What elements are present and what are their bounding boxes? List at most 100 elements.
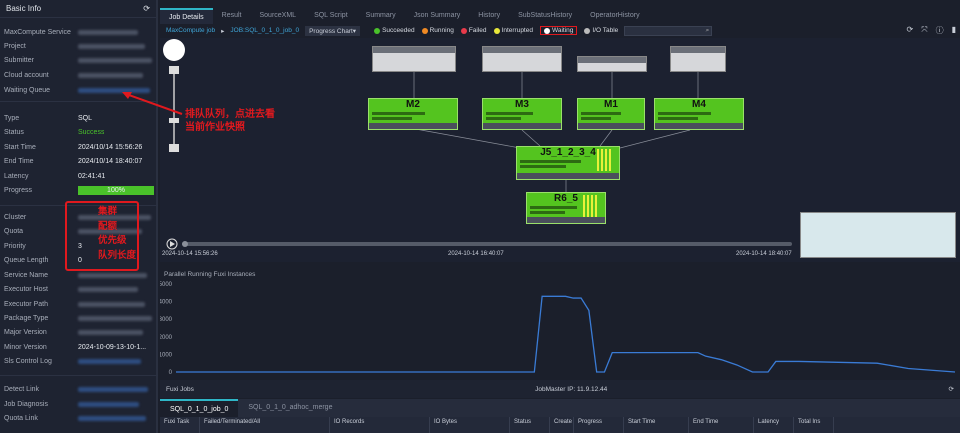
legend-succeeded[interactable]: Succeeded	[374, 26, 415, 35]
column-header[interactable]: Create	[550, 417, 574, 433]
info-label: Quota	[4, 227, 24, 235]
redacted-value	[78, 57, 152, 63]
input-table[interactable]	[482, 46, 562, 72]
y-tick-label: 5000	[160, 282, 173, 288]
column-header[interactable]: IO Records	[330, 417, 430, 433]
progress-chart-dropdown[interactable]: Progress Chart▾	[305, 25, 361, 36]
redacted-value	[78, 228, 142, 234]
tab-sql-script[interactable]: SQL Script	[314, 12, 348, 19]
dag-node-m4[interactable]: M4	[654, 98, 744, 130]
column-header[interactable]: Total Ins	[794, 417, 834, 433]
legend-waiting[interactable]: Waiting	[539, 26, 578, 35]
timeline-slider[interactable]	[182, 242, 792, 246]
panel-icon[interactable]: ▮	[951, 25, 956, 34]
play-button[interactable]	[166, 238, 178, 250]
legend-i-o-table[interactable]: I/O Table	[584, 26, 618, 35]
tab-result[interactable]: Result	[221, 12, 242, 19]
refresh-icon[interactable]: ⟳	[143, 4, 150, 13]
tab-history[interactable]: History	[478, 12, 501, 19]
redacted-value	[78, 72, 143, 78]
tab-job-details[interactable]: Job Details	[160, 8, 213, 24]
minimap[interactable]	[800, 212, 956, 258]
column-header[interactable]: Status	[510, 417, 550, 433]
timeline-mid: 2024-10-14 16:40:07	[448, 251, 504, 257]
info-value: Success	[78, 128, 105, 136]
info-row-job-diagnosis: Job Diagnosis	[4, 398, 154, 410]
info-row-quota-link: Quota Link	[4, 412, 154, 424]
column-header[interactable]: Fuxi Task	[160, 417, 200, 433]
dag-node-m3[interactable]: M3	[482, 98, 562, 130]
search-input[interactable]: ⌕	[624, 25, 713, 36]
input-table[interactable]	[372, 46, 456, 72]
dag-node-j5_1_2_3_4[interactable]: J5_1_2_3_4	[516, 146, 620, 180]
redacted-value[interactable]	[78, 401, 139, 407]
breadcrumb-separator: ▸	[221, 27, 225, 35]
zoom-out-button[interactable]	[169, 144, 179, 152]
info-label: Type	[4, 114, 20, 122]
info-label: Progress	[4, 186, 33, 194]
tab-json-summary[interactable]: Json Summary	[413, 12, 461, 19]
status-dot-icon	[374, 27, 381, 34]
tab-sourcexml[interactable]: SourceXML	[259, 12, 297, 19]
redacted-value[interactable]	[78, 415, 146, 421]
redacted-value[interactable]	[78, 87, 150, 93]
column-header[interactable]: Progress	[574, 417, 624, 433]
node-title: J5_1_2_3_4	[540, 147, 596, 158]
zoom-in-button[interactable]	[169, 66, 179, 74]
node-title: M1	[604, 99, 618, 110]
column-header[interactable]: Failed/Terminated/All	[200, 417, 330, 433]
search-icon[interactable]: ⌕	[705, 26, 710, 34]
fuxi-tabs: SQL_0_1_0_job_0 SQL_0_1_0_adhoc_merge	[160, 399, 960, 417]
column-header[interactable]: Latency	[754, 417, 794, 433]
column-header[interactable]: Start Time	[624, 417, 689, 433]
legend-label: Succeeded	[382, 27, 415, 34]
legend-failed[interactable]: Failed	[460, 26, 487, 35]
dag-node-m2[interactable]: M2	[368, 98, 458, 130]
pan-control[interactable]	[163, 39, 185, 61]
dag-node-r6_5[interactable]: R6_5	[526, 192, 606, 224]
tab-operatorhistory[interactable]: OperatorHistory	[590, 12, 640, 19]
redacted-value	[78, 301, 145, 307]
info-row-start-time: Start Time 2024/10/14 15:56:26	[4, 141, 154, 153]
legend-label: Waiting	[551, 27, 574, 34]
input-table[interactable]	[577, 56, 647, 72]
tab-substatushistory[interactable]: SubStatusHistory	[518, 12, 573, 19]
input-table[interactable]	[670, 46, 726, 72]
main-panel: Job Details Result SourceXML SQL Script Summ…	[159, 0, 960, 433]
zoom-slider-handle[interactable]	[169, 118, 179, 123]
info-row-executor-host: Executor Host	[4, 283, 154, 295]
info-label: Cluster	[4, 213, 27, 221]
annotation-text: 集群	[98, 206, 118, 217]
series-line	[176, 295, 956, 373]
info-label: Minor Version	[4, 343, 47, 351]
info-label: Service Name	[4, 271, 48, 279]
refresh-icon[interactable]: ⟳	[948, 386, 954, 393]
fullscreen-icon[interactable]: ⤧	[921, 25, 928, 34]
redacted-value[interactable]	[78, 386, 148, 392]
breadcrumb-root[interactable]: MaxCompute job	[166, 27, 216, 34]
status-dot-icon	[543, 27, 550, 34]
refresh-icon[interactable]: ⟳	[906, 25, 914, 34]
fuxi-jobs-header: Fuxi Jobs JobMaster IP: 11.9.12.44 ⟳	[160, 380, 960, 398]
column-header[interactable]: IO Bytes	[430, 417, 510, 433]
redacted-value[interactable]	[78, 358, 141, 364]
info-label: Waiting Queue	[4, 86, 51, 94]
legend-interrupted[interactable]: Interrupted	[493, 26, 533, 35]
legend-label: Failed	[468, 27, 487, 34]
tab-summary[interactable]: Summary	[365, 12, 396, 19]
info-icon[interactable]: ⓘ	[935, 26, 944, 35]
legend-label: Interrupted	[501, 27, 533, 34]
job-dag-canvas[interactable]: M2 M3 M1 M4 J5_1_2_3_4 R6_5 2024-10-14 15:56:…	[160, 38, 960, 262]
fuxi-tab[interactable]: SQL_0_1_0_adhoc_merge	[248, 404, 333, 411]
info-label: Major Version	[4, 328, 47, 336]
node-title: M2	[406, 99, 420, 110]
y-tick-label: 2000	[160, 335, 173, 341]
column-header[interactable]: End Time	[689, 417, 754, 433]
info-row-package-type: Package Type	[4, 312, 154, 324]
fuxi-tab[interactable]: SQL_0_1_0_job_0	[160, 399, 239, 417]
dag-node-m1[interactable]: M1	[577, 98, 645, 130]
breadcrumb-job[interactable]: JOB:SQL_0_1_0_job_0	[230, 27, 300, 34]
legend-running[interactable]: Running	[421, 26, 454, 35]
y-tick-label: 1000	[160, 352, 173, 358]
info-row-executor-path: Executor Path	[4, 298, 154, 310]
